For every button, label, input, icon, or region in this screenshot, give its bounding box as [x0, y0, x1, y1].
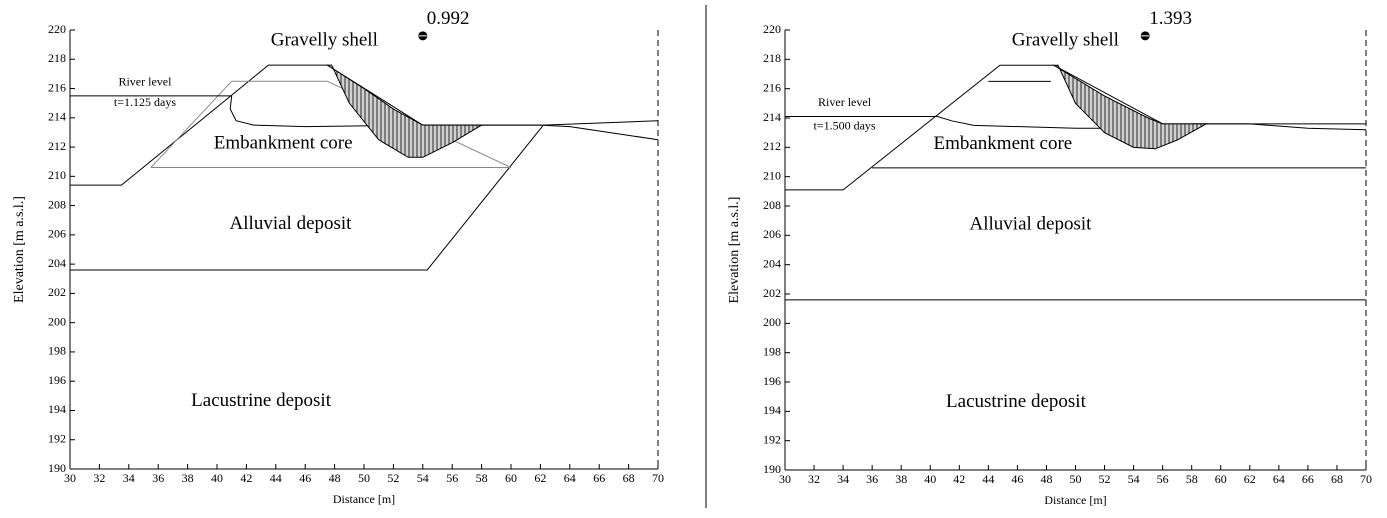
slip-surface — [1051, 64, 1209, 150]
x-tick-label: 44 — [270, 471, 282, 485]
x-tick-label: 56 — [446, 471, 458, 485]
x-tick-label: 56 — [1157, 472, 1169, 486]
y-tick-label: 212 — [48, 139, 66, 153]
x-tick-label: 64 — [1273, 472, 1285, 486]
profile-line — [785, 64, 1054, 191]
x-tick-label: 34 — [123, 471, 135, 485]
x-tick-label: 30 — [64, 471, 76, 485]
safety-factor: 0.992 — [427, 8, 470, 29]
y-tick-label: 206 — [48, 227, 66, 241]
x-tick-label: 66 — [593, 471, 605, 485]
y-tick-label: 198 — [48, 344, 66, 358]
y-tick-label: 212 — [763, 139, 781, 153]
x-tick-label: 60 — [505, 471, 517, 485]
x-tick-label: 52 — [387, 471, 399, 485]
x-tick-label: 32 — [93, 471, 105, 485]
x-tick-label: 48 — [1040, 472, 1052, 486]
y-tick-label: 218 — [763, 51, 781, 65]
x-tick-label: 42 — [240, 471, 252, 485]
annotation: Alluvial deposit — [230, 213, 353, 234]
y-tick-label: 220 — [48, 22, 66, 36]
annotation: Lacustrine deposit — [946, 391, 1087, 412]
y-tick-label: 208 — [763, 198, 781, 212]
annotation: t=1.500 days — [813, 119, 875, 133]
x-tick-label: 46 — [299, 471, 311, 485]
x-tick-label: 58 — [476, 471, 488, 485]
x-tick-label: 52 — [1099, 472, 1111, 486]
annotation: Alluvial deposit — [970, 213, 1093, 234]
y-tick-label: 216 — [763, 80, 781, 94]
y-tick-label: 218 — [48, 51, 66, 65]
y-axis-label: Elevation [m a.s.l.] — [12, 196, 27, 303]
y-tick-label: 196 — [763, 374, 781, 388]
x-tick-label: 70 — [1360, 472, 1372, 486]
x-tick-label: 70 — [652, 471, 664, 485]
y-tick-label: 200 — [763, 315, 781, 329]
x-tick-label: 50 — [358, 471, 370, 485]
annotation: River level — [118, 74, 172, 88]
y-tick-label: 190 — [763, 462, 781, 476]
y-tick-label: 202 — [48, 285, 66, 299]
y-tick-label: 192 — [763, 432, 781, 446]
x-tick-label: 48 — [329, 471, 341, 485]
x-axis-label: Distance [m] — [1044, 493, 1106, 507]
x-tick-label: 30 — [779, 472, 791, 486]
annotation: Embankment core — [214, 132, 353, 153]
y-tick-label: 210 — [763, 168, 781, 182]
x-tick-label: 54 — [417, 471, 429, 485]
profile-line — [70, 124, 544, 271]
profile-line — [150, 80, 512, 169]
x-tick-label: 36 — [152, 471, 164, 485]
x-tick-label: 58 — [1186, 472, 1198, 486]
y-tick-label: 214 — [48, 110, 66, 124]
x-tick-label: 46 — [1011, 472, 1023, 486]
slip-surface — [325, 64, 484, 158]
x-tick-label: 38 — [182, 471, 194, 485]
y-tick-label: 190 — [48, 461, 66, 475]
x-tick-label: 68 — [623, 471, 635, 485]
y-tick-label: 204 — [763, 256, 781, 270]
x-tick-label: 62 — [534, 471, 546, 485]
annotation: Embankment core — [933, 133, 1072, 154]
x-tick-label: 42 — [953, 472, 965, 486]
y-tick-label: 194 — [763, 403, 781, 417]
x-tick-label: 40 — [924, 472, 936, 486]
x-tick-label: 62 — [1244, 472, 1256, 486]
annotation: Gravelly shell — [1012, 29, 1119, 50]
y-tick-label: 214 — [763, 110, 781, 124]
x-tick-label: 66 — [1302, 472, 1314, 486]
y-tick-label: 206 — [763, 227, 781, 241]
annotation: Gravelly shell — [271, 29, 378, 50]
annotation: Lacustrine deposit — [191, 390, 332, 411]
x-tick-label: 50 — [1070, 472, 1082, 486]
y-tick-label: 200 — [48, 314, 66, 328]
x-tick-label: 38 — [895, 472, 907, 486]
x-tick-label: 40 — [211, 471, 223, 485]
x-axis-label: Distance [m] — [333, 492, 395, 506]
y-tick-label: 204 — [48, 256, 66, 270]
y-tick-label: 194 — [48, 402, 66, 416]
y-tick-label: 192 — [48, 431, 66, 445]
y-tick-label: 216 — [48, 80, 66, 94]
y-tick-label: 208 — [48, 197, 66, 211]
annotation: River level — [818, 95, 872, 109]
safety-factor: 1.393 — [1149, 8, 1192, 29]
x-tick-label: 60 — [1215, 472, 1227, 486]
x-tick-label: 36 — [866, 472, 878, 486]
y-tick-label: 210 — [48, 168, 66, 182]
x-tick-label: 54 — [1128, 472, 1140, 486]
profile-line — [70, 64, 328, 186]
x-tick-label: 44 — [982, 472, 994, 486]
x-tick-label: 34 — [837, 472, 849, 486]
x-tick-label: 68 — [1331, 472, 1343, 486]
y-tick-label: 198 — [763, 344, 781, 358]
y-tick-label: 196 — [48, 373, 66, 387]
y-tick-label: 220 — [763, 22, 781, 36]
y-tick-label: 202 — [763, 286, 781, 300]
annotation: t=1.125 days — [114, 95, 176, 109]
x-tick-label: 32 — [808, 472, 820, 486]
y-axis-label: Elevation [m a.s.l.] — [727, 197, 742, 304]
x-tick-label: 64 — [564, 471, 576, 485]
